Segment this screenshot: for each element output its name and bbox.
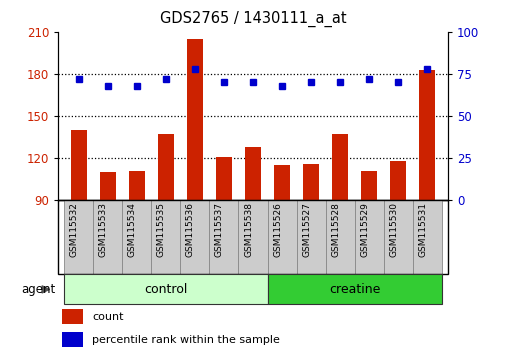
Text: GSM115533: GSM115533 bbox=[98, 202, 108, 257]
Bar bbox=[244, 147, 261, 200]
Text: GDS2765 / 1430111_a_at: GDS2765 / 1430111_a_at bbox=[160, 11, 345, 27]
FancyBboxPatch shape bbox=[296, 200, 325, 274]
Bar bbox=[186, 39, 203, 200]
Bar bbox=[128, 171, 144, 200]
Text: agent: agent bbox=[21, 283, 56, 296]
Text: creatine: creatine bbox=[328, 283, 380, 296]
Text: control: control bbox=[144, 283, 187, 296]
Text: GSM115528: GSM115528 bbox=[331, 202, 339, 257]
Bar bbox=[332, 134, 347, 200]
Bar bbox=[62, 332, 82, 347]
Text: GSM115529: GSM115529 bbox=[360, 202, 369, 257]
FancyBboxPatch shape bbox=[122, 200, 151, 274]
FancyBboxPatch shape bbox=[267, 274, 441, 304]
Bar bbox=[302, 164, 319, 200]
Text: count: count bbox=[92, 312, 124, 322]
FancyBboxPatch shape bbox=[93, 200, 122, 274]
Text: GSM115526: GSM115526 bbox=[273, 202, 281, 257]
Text: GSM115538: GSM115538 bbox=[243, 202, 252, 257]
FancyBboxPatch shape bbox=[383, 200, 412, 274]
Bar bbox=[62, 309, 82, 324]
FancyBboxPatch shape bbox=[180, 200, 209, 274]
Text: GSM115530: GSM115530 bbox=[389, 202, 397, 257]
Text: GSM115536: GSM115536 bbox=[185, 202, 194, 257]
Text: percentile rank within the sample: percentile rank within the sample bbox=[92, 335, 280, 346]
FancyBboxPatch shape bbox=[238, 200, 267, 274]
Bar bbox=[390, 161, 406, 200]
Text: GSM115532: GSM115532 bbox=[69, 202, 78, 257]
Text: GSM115527: GSM115527 bbox=[301, 202, 311, 257]
FancyBboxPatch shape bbox=[64, 200, 93, 274]
FancyBboxPatch shape bbox=[354, 200, 383, 274]
FancyBboxPatch shape bbox=[412, 200, 441, 274]
FancyBboxPatch shape bbox=[64, 274, 267, 304]
Bar bbox=[361, 171, 377, 200]
Bar bbox=[216, 156, 231, 200]
FancyBboxPatch shape bbox=[209, 200, 238, 274]
Bar bbox=[274, 165, 289, 200]
Bar bbox=[70, 130, 86, 200]
Text: GSM115534: GSM115534 bbox=[127, 202, 136, 257]
FancyBboxPatch shape bbox=[151, 200, 180, 274]
Bar bbox=[419, 70, 435, 200]
Bar bbox=[99, 172, 115, 200]
Text: GSM115535: GSM115535 bbox=[157, 202, 166, 257]
FancyBboxPatch shape bbox=[325, 200, 354, 274]
Text: GSM115537: GSM115537 bbox=[215, 202, 224, 257]
Bar bbox=[158, 134, 173, 200]
FancyBboxPatch shape bbox=[267, 200, 296, 274]
Text: GSM115531: GSM115531 bbox=[418, 202, 427, 257]
